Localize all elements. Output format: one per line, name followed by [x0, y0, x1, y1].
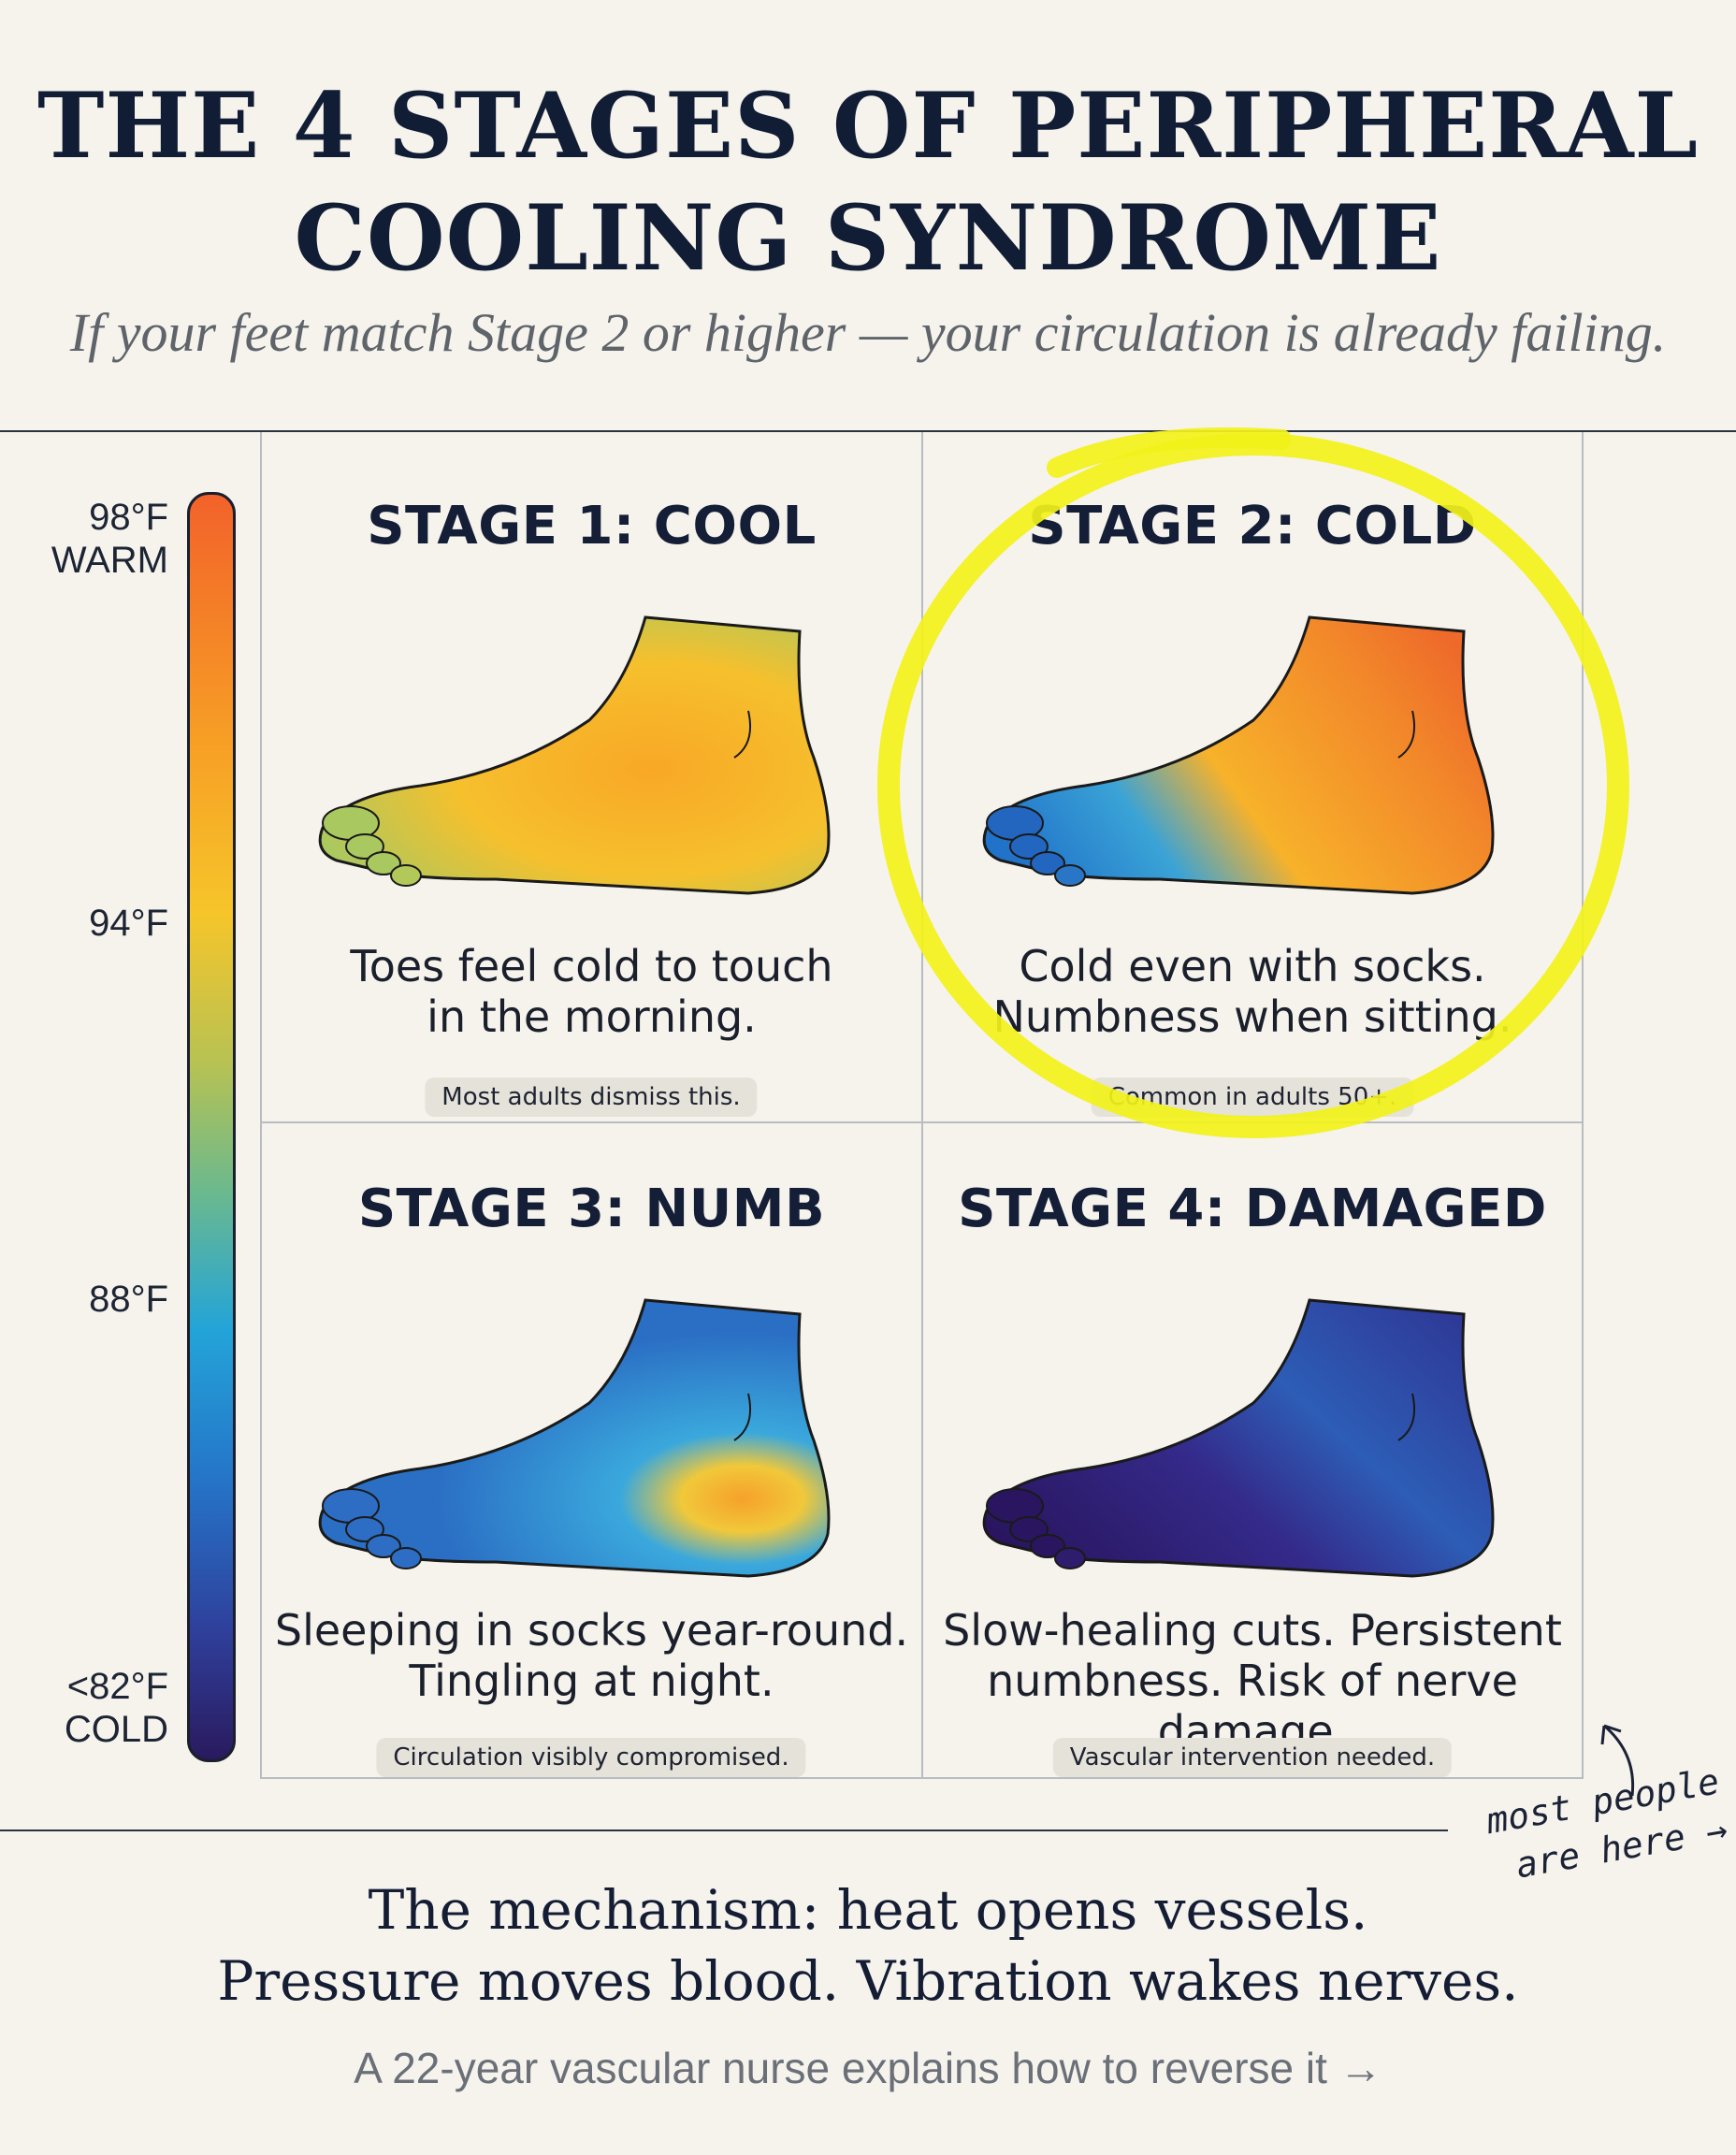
page-title: THE 4 STAGES OF PERIPHERAL COOLING SYNDR… — [0, 70, 1736, 295]
top-divider — [0, 430, 1736, 432]
bottom-divider — [0, 1830, 1448, 1831]
stage-1-title: STAGE 1: COOL — [367, 496, 817, 557]
stage-3-foot-image — [318, 1298, 831, 1578]
stage-2-description: Cold even with socks. Numbness when sitt… — [992, 941, 1512, 1042]
stage-4-description: Slow-healing cuts. Persistent numbness. … — [943, 1605, 1562, 1757]
mechanism-line-1: The mechanism: heat opens vessels. — [368, 1878, 1368, 1942]
scale-bottom-temp: <82°F — [66, 1666, 168, 1707]
stage-1-description: Toes feel cold to touch in the morning. — [350, 941, 833, 1042]
stage-2-title: STAGE 2: COLD — [1028, 496, 1477, 557]
scale-top-temp: 98°F — [89, 497, 168, 538]
stage-4-foot-image — [982, 1298, 1495, 1578]
cta-link[interactable]: A 22-year vascular nurse explains how to… — [354, 2044, 1382, 2092]
mechanism-text: The mechanism: heat opens vessels. Press… — [0, 1874, 1736, 2017]
scale-label-top: 98°F WARM — [0, 496, 168, 582]
grid-bottom — [260, 1777, 1584, 1779]
scale-label-88: 88°F — [89, 1279, 168, 1320]
grid-right — [1582, 432, 1584, 1779]
stage-2-foot-image — [982, 615, 1495, 895]
stage-3-description: Sleeping in socks year-round. Tingling a… — [274, 1605, 909, 1706]
scale-label-94: 94°F — [89, 903, 168, 944]
grid-center-h — [260, 1121, 1584, 1123]
mechanism-line-2: Pressure moves blood. Vibration wakes ne… — [217, 1949, 1519, 2013]
title-line-2: COOLING SYNDROME — [294, 185, 1442, 291]
stage-3-badge: Circulation visibly compromised. — [376, 1738, 806, 1777]
stage-4-badge: Vascular intervention needed. — [1052, 1738, 1453, 1777]
scale-top-word: WARM — [51, 540, 168, 581]
temperature-scale-bar — [187, 492, 236, 1762]
stage-1-foot-image — [318, 615, 831, 895]
highlight-circle — [877, 427, 1629, 1138]
title-line-1: THE 4 STAGES OF PERIPHERAL — [37, 73, 1699, 179]
scale-label-bottom: <82°F COLD — [0, 1665, 168, 1751]
grid-center-v — [921, 432, 923, 1779]
stage-3-title: STAGE 3: NUMB — [357, 1179, 826, 1239]
annotation-arrow-icon — [1600, 1724, 1635, 1797]
grid-left — [260, 432, 262, 1779]
subtitle: If your feet match Stage 2 or higher — y… — [69, 302, 1667, 363]
stage-4-title: STAGE 4: DAMAGED — [958, 1179, 1547, 1239]
scale-bottom-word: COLD — [64, 1709, 168, 1750]
stage-1-badge: Most adults dismiss this. — [425, 1078, 758, 1117]
